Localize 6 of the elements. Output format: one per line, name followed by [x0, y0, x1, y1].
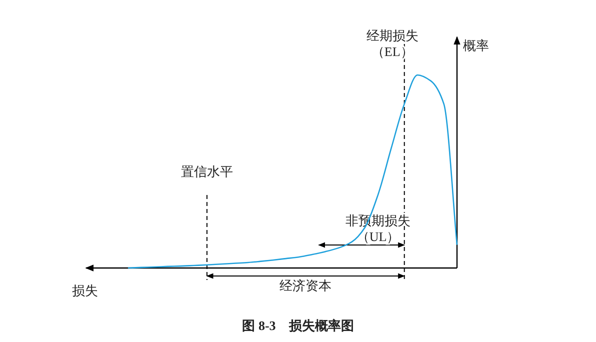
text: 经期损失（EL） — [366, 28, 418, 59]
x-axis-title: 损失 — [72, 283, 98, 298]
annotation: 置信水平 — [180, 164, 233, 179]
y-axis-title: 概率 — [463, 38, 489, 53]
text: 图 8-3 损失概率图 — [242, 318, 354, 333]
text: 经济资本 — [280, 278, 332, 293]
